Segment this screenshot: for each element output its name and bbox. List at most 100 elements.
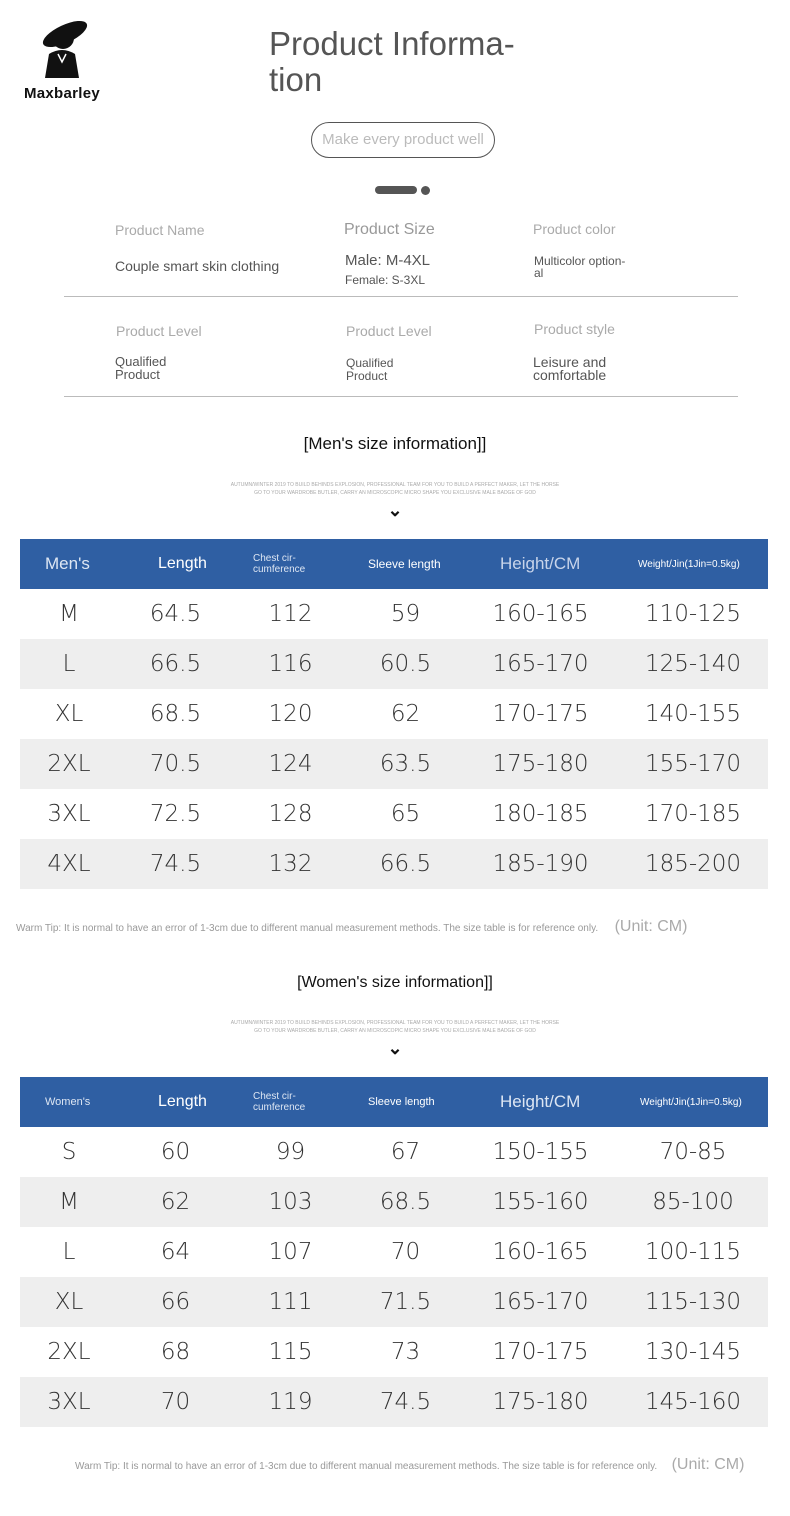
col-header: Height/CM	[463, 539, 618, 589]
table-row: 3XL 70 119 74.5 175-180 145-160	[20, 1377, 768, 1427]
fine-print-line: AUTUMN/WINTER 2019 TO BUILD BEHINDS EXPL…	[230, 482, 560, 488]
table-cell: 3XL	[47, 801, 91, 827]
table-row: 2XL 68 115 73 170-175 130-145	[20, 1327, 768, 1377]
table-cell: 155-160	[463, 1177, 618, 1227]
men-section-title: [Men's size information]]	[303, 434, 487, 453]
hat-man-logo-icon	[42, 20, 88, 78]
divider	[64, 296, 738, 297]
men-size-table: Men's Length Chest cir- cumference Sleev…	[20, 539, 768, 889]
fine-print-line: AUTUMN/WINTER 2019 TO BUILD BEHINDS EXPL…	[230, 1020, 560, 1026]
table-cell: L	[20, 639, 118, 689]
table-row: M 64.5 112 59 160-165 110-125	[20, 589, 768, 639]
info-label: Product Level	[116, 323, 202, 339]
fine-print: AUTUMN/WINTER 2019 TO BUILD BEHINDS EXPL…	[0, 1019, 790, 1035]
table-cell: 119	[233, 1377, 348, 1427]
table-cell: M	[59, 601, 79, 627]
table-row: XL 68.5 120 62 170-175 140-155	[20, 689, 768, 739]
table-cell: 124	[233, 739, 348, 789]
table-cell: 2XL	[47, 1339, 91, 1365]
table-cell: 165-170	[463, 1277, 618, 1327]
info-label: Product Size	[344, 221, 435, 238]
table-cell: 85-100	[618, 1177, 768, 1227]
table-cell: 73	[390, 1339, 421, 1365]
table-cell: 70-85	[659, 1139, 727, 1165]
table-cell: 115-130	[618, 1277, 768, 1327]
fine-print: AUTUMN/WINTER 2019 TO BUILD BEHINDS EXPL…	[0, 481, 790, 497]
table-cell: S	[61, 1139, 77, 1165]
table-cell: 170-175	[492, 1339, 589, 1365]
table-cell: 120	[268, 701, 313, 727]
table-cell: 115	[268, 1339, 313, 1365]
col-header: Chest cir- cumference	[233, 539, 348, 589]
fine-print-line: GO TO YOUR WARDROBE BUTLER, CARRY AN MIC…	[254, 490, 536, 496]
table-cell: 67	[390, 1139, 421, 1165]
col-header: Length	[118, 1077, 233, 1127]
table-cell: 74.5	[118, 839, 233, 889]
brand-logo: Maxbarley	[14, 18, 110, 102]
info-label: Product Level	[346, 323, 432, 339]
info-value: Leisure and comfortable	[533, 354, 607, 383]
table-row: 4XL 74.5 132 66.5 185-190 185-200	[20, 839, 768, 889]
table-cell: 64.5	[149, 601, 202, 627]
table-cell: XL	[20, 1277, 118, 1327]
table-cell: 116	[233, 639, 348, 689]
table-cell: 4XL	[20, 839, 118, 889]
col-header: Height/CM	[463, 1077, 618, 1127]
table-cell: 70	[390, 1239, 421, 1265]
table-cell: 125-140	[618, 639, 768, 689]
table-cell: M	[20, 1177, 118, 1227]
info-label: Product Name	[115, 222, 205, 238]
table-cell: L	[62, 1239, 76, 1265]
men-tip-row: Warm Tip: It is normal to have an error …	[16, 918, 687, 936]
col-header: Length	[118, 539, 233, 589]
col-header: Women's	[20, 1077, 118, 1127]
table-cell: 170-185	[644, 801, 742, 827]
divider	[64, 396, 738, 397]
chevron-down-icon: ⌄	[387, 500, 403, 520]
table-row: 2XL 70.5 124 63.5 175-180 155-170	[20, 739, 768, 789]
warm-tip: Warm Tip: It is normal to have an error …	[75, 1461, 658, 1472]
table-cell: 59	[390, 601, 421, 627]
table-cell: 62	[118, 1177, 233, 1227]
table-cell: 155-170	[618, 739, 768, 789]
table-cell: 62	[390, 701, 421, 727]
table-cell: 160-165	[492, 601, 589, 627]
table-cell: 66	[118, 1277, 233, 1327]
table-cell: 185-200	[618, 839, 768, 889]
indicator-dot	[421, 186, 430, 195]
table-cell: 160-165	[492, 1239, 589, 1265]
table-cell: 2XL	[20, 739, 118, 789]
table-cell: 68	[160, 1339, 191, 1365]
table-cell: 70.5	[118, 739, 233, 789]
table-cell: 110-125	[644, 601, 742, 627]
women-tip-row: Warm Tip: It is normal to have an error …	[75, 1456, 744, 1474]
table-cell: 60.5	[348, 639, 463, 689]
col-header: Sleeve length	[348, 539, 463, 589]
indicator-bar	[375, 186, 417, 194]
chevron-down-icon: ⌄	[387, 1038, 403, 1058]
table-cell: 74.5	[348, 1377, 463, 1427]
table-cell: 150-155	[492, 1139, 589, 1165]
tagline-pill: Make every product well	[311, 122, 495, 158]
table-cell: 103	[233, 1177, 348, 1227]
table-row: L 64 107 70 160-165 100-115	[20, 1227, 768, 1277]
table-cell: 185-190	[463, 839, 618, 889]
col-header: Sleeve length	[348, 1077, 463, 1127]
table-cell: 165-170	[463, 639, 618, 689]
info-value: Qualified Product	[115, 354, 167, 382]
info-value: Qualified Product	[346, 356, 394, 383]
fine-print-line: GO TO YOUR WARDROBE BUTLER, CARRY AN MIC…	[254, 1028, 536, 1034]
warm-tip: Warm Tip: It is normal to have an error …	[16, 923, 599, 934]
table-cell: XL	[54, 701, 84, 727]
col-header: Weight/Jin(1Jin=0.5kg)	[618, 539, 768, 589]
table-cell: 112	[268, 601, 313, 627]
table-cell: 71.5	[348, 1277, 463, 1327]
info-label: Product color	[533, 221, 616, 237]
page-title: Product Informa- tion	[269, 25, 515, 98]
table-row: XL 66 111 71.5 165-170 115-130	[20, 1277, 768, 1327]
table-cell: 175-180	[463, 739, 618, 789]
table-cell: 145-160	[618, 1377, 768, 1427]
unit-label: (Unit: CM)	[614, 918, 688, 935]
table-cell: 65	[390, 801, 421, 827]
table-cell: 180-185	[492, 801, 589, 827]
